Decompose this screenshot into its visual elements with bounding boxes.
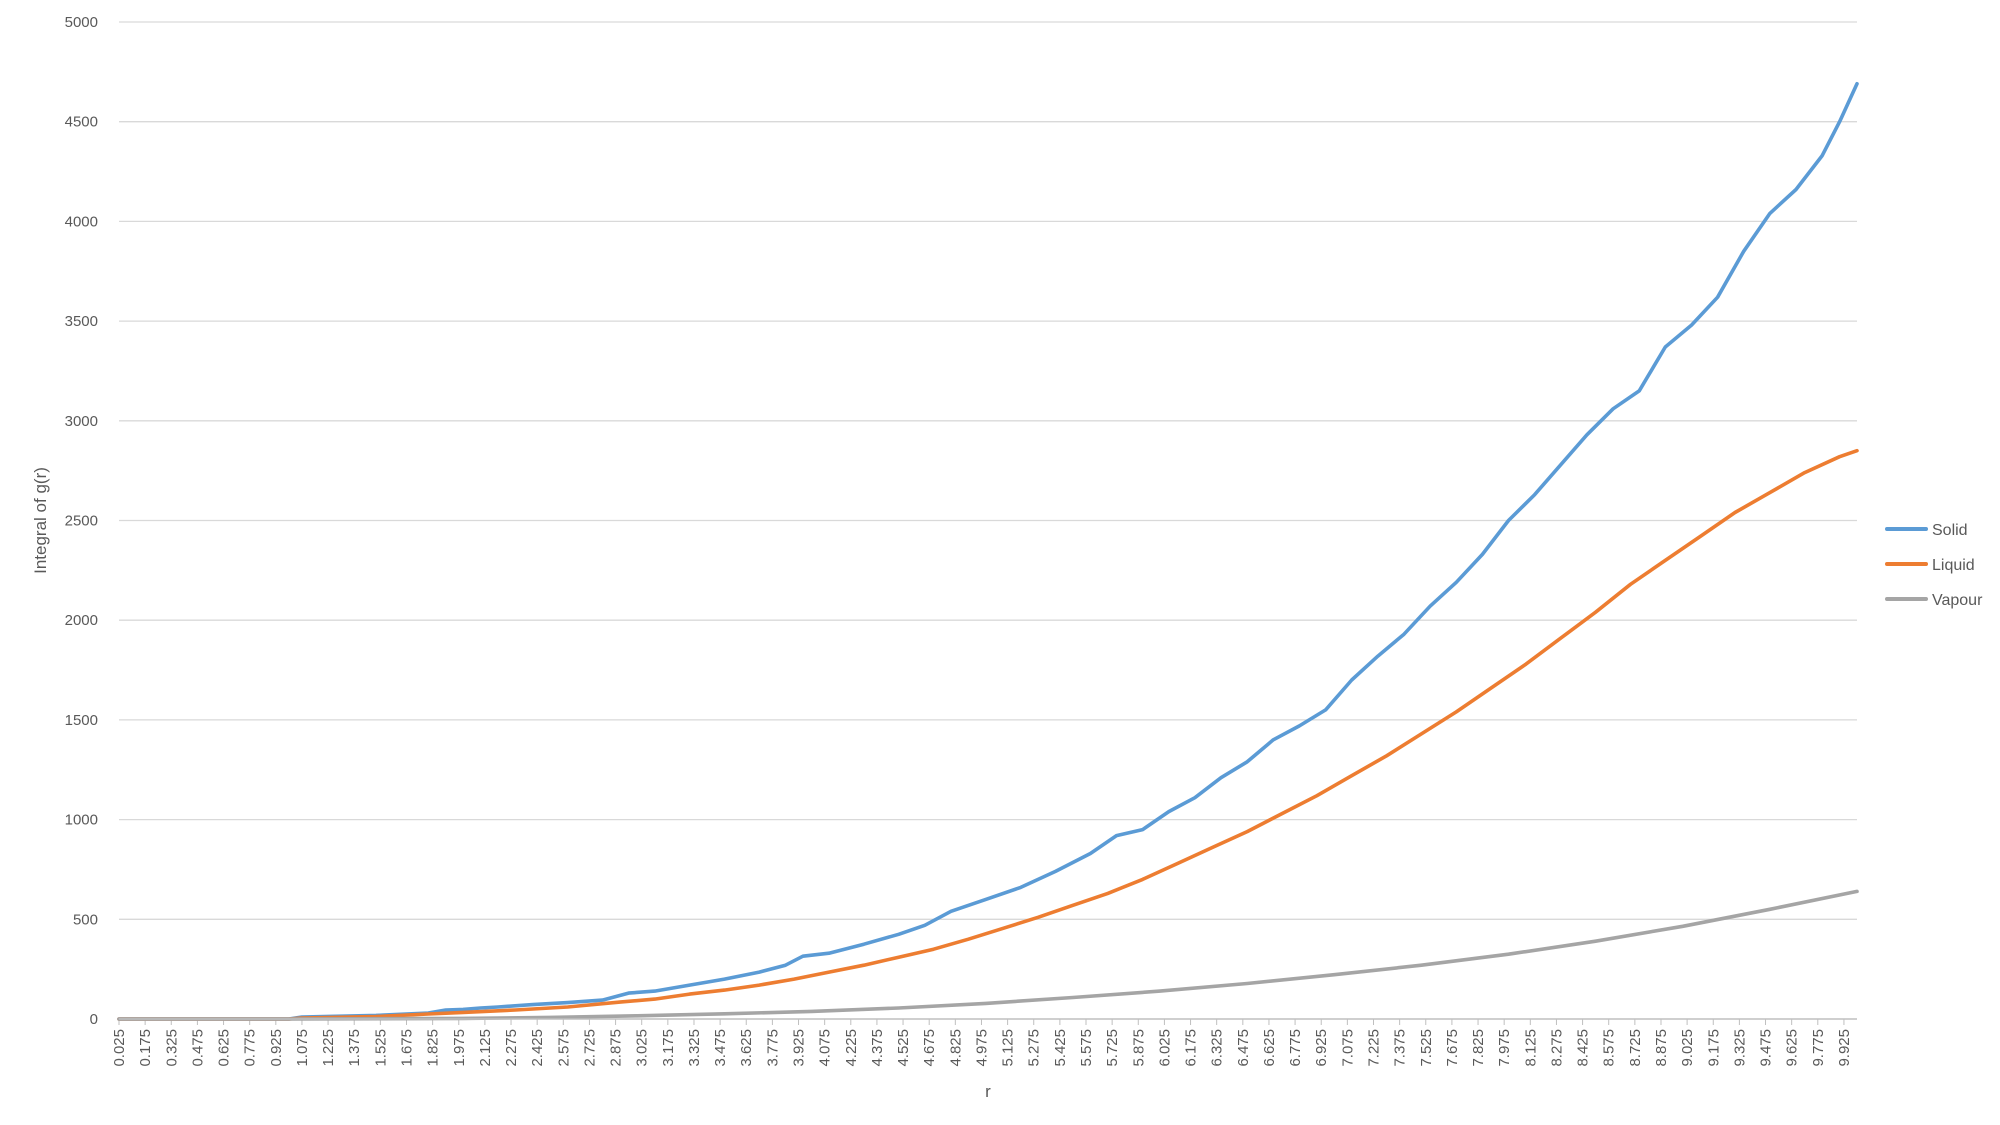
legend-label-liquid: Liquid [1932, 557, 1975, 574]
x-tick-label: 7.075 [1339, 1029, 1356, 1067]
x-tick-label: 0.775 [242, 1029, 259, 1067]
x-tick-label: 0.325 [163, 1029, 180, 1067]
x-tick-label: 1.525 [372, 1029, 389, 1067]
x-tick-label: 6.175 [1183, 1029, 1200, 1067]
x-tick-label: 6.475 [1235, 1029, 1252, 1067]
x-tick-label: 6.025 [1156, 1029, 1173, 1067]
legend-label-solid: Solid [1932, 522, 1968, 539]
x-tick-label: 1.975 [451, 1029, 468, 1067]
x-tick-label: 7.675 [1444, 1029, 1461, 1067]
x-tick-label: 0.175 [137, 1029, 154, 1067]
x-tick-label: 5.125 [1000, 1029, 1017, 1067]
x-tick-label: 9.625 [1784, 1029, 1801, 1067]
x-tick-label: 9.475 [1758, 1029, 1775, 1067]
x-tick-label: 4.825 [947, 1029, 964, 1067]
x-tick-label: 3.625 [738, 1029, 755, 1067]
y-tick-label: 2500 [65, 513, 98, 530]
x-tick-label: 4.975 [973, 1029, 990, 1067]
x-tick-label: 2.575 [555, 1029, 572, 1067]
y-tick-label: 4000 [65, 213, 98, 230]
x-tick-label: 8.575 [1601, 1029, 1618, 1067]
x-tick-label: 8.275 [1548, 1029, 1565, 1067]
x-tick-label: 5.275 [1026, 1029, 1043, 1067]
x-tick-label: 8.725 [1627, 1029, 1644, 1067]
series-lines [117, 82, 1859, 1021]
x-tick-label: 2.425 [529, 1029, 546, 1067]
x-tick-label: 4.225 [843, 1029, 860, 1067]
x-axis-title: r [985, 1082, 991, 1101]
x-tick-label: 2.875 [608, 1029, 625, 1067]
x-tick-label: 6.325 [1209, 1029, 1226, 1067]
y-tick-label: 5000 [65, 14, 98, 31]
y-tick-label: 4500 [65, 114, 98, 131]
x-tick-label: 2.125 [477, 1029, 494, 1067]
x-tick-label: 5.425 [1052, 1029, 1069, 1067]
x-tick-label: 0.625 [216, 1029, 233, 1067]
x-tick-label: 4.675 [921, 1029, 938, 1067]
x-tick-label: 9.025 [1679, 1029, 1696, 1067]
x-tick-label: 3.475 [712, 1029, 729, 1067]
x-tick-label: 0.025 [111, 1029, 128, 1067]
series-line-vapour [117, 889, 1859, 1021]
y-tick-label: 2000 [65, 612, 98, 629]
x-tick-label: 4.075 [817, 1029, 834, 1067]
y-tick-label: 1500 [65, 712, 98, 729]
x-tick-label: 3.775 [764, 1029, 781, 1067]
x-tick-label: 0.925 [268, 1029, 285, 1067]
x-tick-label: 7.525 [1418, 1029, 1435, 1067]
x-tick-label: 2.725 [581, 1029, 598, 1067]
x-tick-label: 1.675 [398, 1029, 415, 1067]
y-tick-label: 3000 [65, 413, 98, 430]
x-tick-label: 2.275 [503, 1029, 520, 1067]
legend: Solid Liquid Vapour [1885, 522, 1983, 609]
x-tick-label: 3.025 [634, 1029, 651, 1067]
x-tick-label: 9.175 [1705, 1029, 1722, 1067]
x-tick-label: 3.325 [686, 1029, 703, 1067]
x-axis-tick-labels: 0.025 0.175 0.325 0.475 0.625 0.775 0.925 1.075… [111, 1019, 1853, 1067]
x-tick-label: 1.825 [425, 1029, 442, 1067]
x-tick-label: 6.775 [1287, 1029, 1304, 1067]
y-tick-label: 0 [90, 1011, 98, 1028]
y-tick-label: 500 [73, 911, 98, 928]
x-tick-label: 3.175 [660, 1029, 677, 1067]
x-tick-label: 1.375 [346, 1029, 363, 1067]
x-tick-label: 7.975 [1496, 1029, 1513, 1067]
x-tick-label: 1.225 [320, 1029, 337, 1067]
legend-label-vapour: Vapour [1932, 592, 1983, 609]
x-tick-label: 6.925 [1313, 1029, 1330, 1067]
gridlines [119, 21, 1857, 920]
x-tick-label: 9.325 [1731, 1029, 1748, 1067]
x-tick-label: 3.925 [791, 1029, 808, 1067]
y-tick-label: 3500 [65, 313, 98, 330]
x-tick-label: 7.225 [1365, 1029, 1382, 1067]
x-tick-label: 8.125 [1522, 1029, 1539, 1067]
x-tick-label: 7.375 [1392, 1029, 1409, 1067]
y-tick-label: 1000 [65, 812, 98, 829]
series-line-liquid [117, 448, 1859, 1021]
series-line-solid [117, 82, 1859, 1021]
x-tick-label: 5.725 [1104, 1029, 1121, 1067]
x-tick-label: 4.525 [895, 1029, 912, 1067]
x-tick-label: 8.425 [1575, 1029, 1592, 1067]
x-tick-label: 9.775 [1810, 1029, 1827, 1067]
x-tick-label: 5.875 [1130, 1029, 1147, 1067]
y-axis-title: Integral of g(r) [31, 467, 50, 574]
y-axis-tick-labels: 0 500 1000 1500 2000 2500 3000 3500 4000 4500 5000 [65, 14, 98, 1028]
x-tick-label: 5.575 [1078, 1029, 1095, 1067]
x-tick-label: 4.375 [869, 1029, 886, 1067]
x-tick-label: 8.875 [1653, 1029, 1670, 1067]
x-tick-label: 6.625 [1261, 1029, 1278, 1067]
x-tick-label: 0.475 [189, 1029, 206, 1067]
x-tick-label: 1.075 [294, 1029, 311, 1067]
x-tick-label: 7.825 [1470, 1029, 1487, 1067]
x-tick-label: 9.925 [1836, 1029, 1853, 1067]
